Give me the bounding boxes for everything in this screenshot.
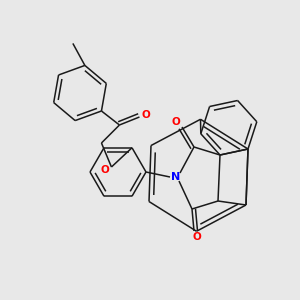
Text: N: N	[171, 172, 181, 182]
Text: O: O	[193, 232, 201, 242]
Text: O: O	[141, 110, 150, 120]
Text: O: O	[100, 165, 109, 175]
Text: O: O	[172, 117, 180, 127]
